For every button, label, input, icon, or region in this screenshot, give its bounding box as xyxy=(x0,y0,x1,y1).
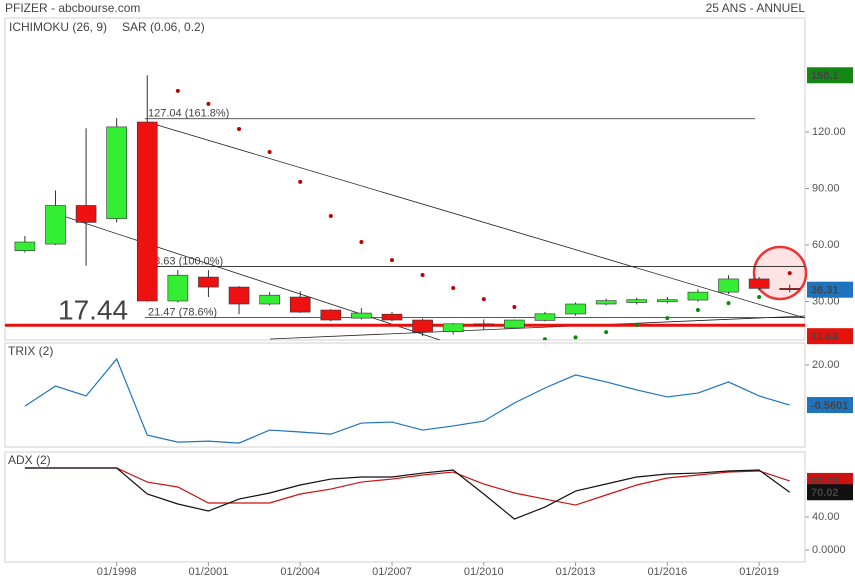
y-tick-label: 40.00 xyxy=(812,511,840,523)
y-tick-label: 120.00 xyxy=(812,126,846,138)
candle-body xyxy=(381,313,403,321)
candle-body xyxy=(75,205,97,223)
line-series xyxy=(24,467,791,520)
highlight-circle xyxy=(752,245,808,301)
axes: 30.00 60.00 90.00 120.00 01/1998 01/2001 01/20… xyxy=(97,67,853,578)
sar-dot xyxy=(206,101,211,106)
candle-body xyxy=(320,309,342,321)
fib-level-label: 21.47 (78.6%) xyxy=(148,307,217,319)
candle-body xyxy=(687,291,709,301)
sar-dot xyxy=(573,335,578,340)
value-box-label: 36.31 xyxy=(811,285,839,297)
value-box-label: 70.02 xyxy=(811,487,839,499)
sar-dot xyxy=(359,240,364,245)
value-box xyxy=(807,397,853,414)
trendline xyxy=(269,315,805,340)
panel-title: TRIX (2) xyxy=(8,344,53,358)
candle-body xyxy=(473,323,495,326)
candle-body xyxy=(351,312,372,319)
y-tick-label: 0.0000 xyxy=(812,544,846,556)
trendline xyxy=(59,214,441,340)
y-tick-label: 30.00 xyxy=(812,295,840,307)
value-box xyxy=(807,328,853,345)
support-label: 17.44 xyxy=(58,295,128,326)
candle-body xyxy=(259,294,280,305)
value-box-label: 150.1 xyxy=(811,70,839,82)
candle-body xyxy=(595,300,617,305)
sar-dot xyxy=(757,295,762,300)
sar-dot xyxy=(267,149,272,154)
candle-body xyxy=(504,319,525,329)
candle-body xyxy=(136,121,158,302)
x-tick-label: 01/2010 xyxy=(464,566,504,578)
y-tick-label: 60.00 xyxy=(812,239,840,251)
trendline xyxy=(146,121,805,319)
line-series xyxy=(24,467,790,506)
candle-body xyxy=(106,126,127,219)
sar-dot xyxy=(328,214,333,219)
x-tick-label: 01/1998 xyxy=(97,566,137,578)
sar-dot xyxy=(695,308,700,313)
trix-panel xyxy=(24,357,790,444)
candle-body xyxy=(718,278,739,293)
sar-dot xyxy=(298,179,303,184)
y-tick-label: 90.00 xyxy=(812,182,840,194)
sar-dot xyxy=(665,316,670,321)
candle-body xyxy=(657,299,678,302)
value-box xyxy=(807,484,853,501)
panel-title: ADX (2) xyxy=(8,453,51,467)
adx-frame xyxy=(4,451,806,563)
trix-frame xyxy=(4,342,806,448)
adx-panel xyxy=(24,467,791,520)
sar-dot xyxy=(237,126,242,131)
sar-dot xyxy=(512,305,517,310)
candle-body xyxy=(565,303,586,315)
fib-level-label: 127.04 (161.8%) xyxy=(148,108,229,120)
x-tick-label: 01/2004 xyxy=(280,566,320,578)
y-tick-label: 20.00 xyxy=(812,359,840,371)
candle-body xyxy=(45,205,66,245)
value-box xyxy=(807,281,853,298)
sar-dot xyxy=(175,88,180,93)
price-panel: 127.04 (161.8%) 48.63 (100.0%) 21.47 (78.6… xyxy=(5,75,805,340)
candle-body xyxy=(228,286,250,305)
sar-dot xyxy=(726,301,731,306)
line-series xyxy=(24,357,790,444)
x-tick-label: 01/2007 xyxy=(372,566,412,578)
chart-title: PFIZER - abcbourse.com xyxy=(5,1,140,15)
price-frame xyxy=(4,17,806,341)
x-tick-label: 01/2001 xyxy=(189,566,229,578)
indicator-label: SAR (0.06, 0.2) xyxy=(122,20,205,34)
sar-dot xyxy=(420,272,425,277)
candle-body xyxy=(748,278,770,289)
sar-dot xyxy=(604,330,609,335)
sar-dot xyxy=(634,323,639,328)
candle-body xyxy=(626,299,648,303)
value-box-label: 11.63 xyxy=(811,331,838,343)
x-tick-label: 01/2016 xyxy=(647,566,687,578)
trendlines xyxy=(59,121,805,340)
sar-dot xyxy=(389,258,394,263)
sar-dot xyxy=(787,271,792,276)
x-tick-label: 01/2019 xyxy=(739,566,779,578)
sar-dot xyxy=(481,297,486,302)
candle-body xyxy=(534,313,556,321)
candle-body xyxy=(167,274,189,302)
chart-subtitle: 25 ANS - ANNUEL xyxy=(706,1,806,15)
sar-dot xyxy=(542,337,547,340)
x-tick-label: 01/2013 xyxy=(556,566,596,578)
fib-level-label: 48.63 (100.0%) xyxy=(148,255,223,267)
sar-dot xyxy=(451,285,456,290)
candle-body xyxy=(289,296,311,313)
candle-body xyxy=(779,288,801,290)
value-box-label: -0.5601 xyxy=(811,400,848,412)
candle-body xyxy=(442,323,464,333)
value-box xyxy=(807,67,853,84)
candle-body xyxy=(412,319,433,333)
candle-body xyxy=(14,241,36,251)
candle-body xyxy=(198,276,219,288)
indicator-label: ICHIMOKU (26, 9) xyxy=(9,20,107,34)
